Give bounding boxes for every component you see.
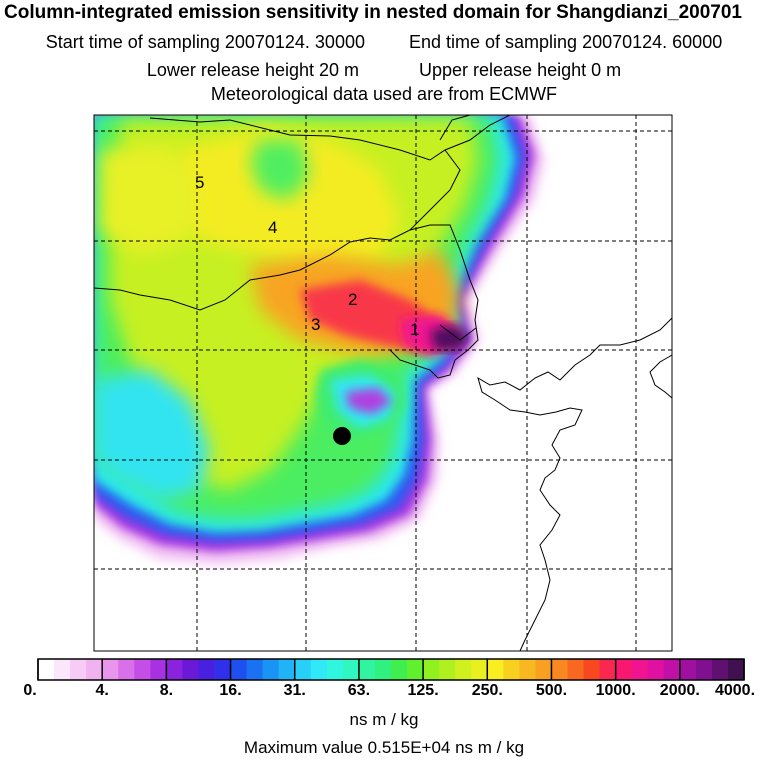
colorbar-swatch [198, 659, 216, 680]
colorbar-swatch [695, 659, 713, 680]
map-frame [93, 114, 673, 652]
colorbar-swatch [727, 659, 745, 680]
colorbar-tick-label: 31. [283, 682, 306, 699]
colorbar-swatch [150, 659, 167, 680]
colorbar-swatch [631, 659, 649, 680]
colorbar-tick-label: 0. [23, 682, 37, 699]
colorbar-swatch [326, 659, 344, 680]
border-line [439, 114, 471, 141]
colorbar-swatch [134, 659, 151, 680]
colorbar-swatch [294, 659, 312, 680]
cluster-label-1: 1 [410, 320, 419, 339]
colorbar-swatch [118, 659, 135, 680]
colorbar-swatch [166, 659, 184, 680]
receptor-station-marker [333, 427, 351, 445]
colorbar-tick-label: 16. [219, 682, 242, 699]
colorbar-tick-label: 1000. [595, 682, 636, 699]
colorbar-swatch [423, 659, 440, 680]
colorbar-tick-label: 8. [159, 682, 174, 699]
end-time-label: End time of sampling 20070124. 60000 [408, 32, 723, 52]
coastline-korea [477, 317, 673, 652]
graticule [94, 115, 672, 651]
upper-release-label: Upper release height 0 m [419, 60, 622, 80]
colorbar-swatch [342, 659, 360, 680]
map-title: Column-integrated emission sensitivity i… [4, 2, 743, 23]
colorbar-tick-label: 4. [95, 682, 109, 699]
border-line [149, 114, 511, 161]
border-line [389, 224, 479, 379]
colorbar-tick-label: 250. [471, 682, 503, 699]
met-data-note: Meteorological data used are from ECMWF [210, 84, 558, 104]
colorbar-swatch [503, 659, 520, 680]
cluster-label-3: 3 [311, 315, 320, 334]
colorbar-swatch [487, 659, 504, 680]
colorbar-swatch [663, 659, 681, 680]
field-cyan-left [94, 370, 210, 500]
colorbar-swatch [182, 659, 200, 680]
cluster-label-4: 4 [268, 218, 277, 237]
coastline-east [649, 354, 673, 399]
colorbar-swatch [54, 659, 71, 680]
colorbar-swatch [439, 659, 456, 680]
cluster-labels: 5 4 2 3 1 [195, 173, 419, 339]
field-swirl-purple [345, 388, 392, 414]
start-time-label: Start time of sampling 20070124. 30000 [45, 32, 365, 52]
colorbar-swatch [262, 659, 280, 680]
colorbar-swatch [310, 659, 328, 680]
colorbar-swatch [599, 659, 617, 680]
sampling-times: Start time of sampling 20070124. 30000 En… [0, 32, 768, 53]
colorbar-swatch [246, 659, 264, 680]
colorbar-swatch [102, 659, 119, 680]
colorbar-frame [37, 658, 745, 681]
colorbar [37, 658, 745, 681]
colorbar-tick-label: 2000. [659, 682, 700, 699]
colorbar-swatch [391, 659, 408, 680]
cluster-label-2: 2 [348, 290, 357, 309]
border-line [439, 324, 477, 341]
colorbar-swatch [567, 659, 585, 680]
colorbar-unit: ns m / kg [349, 710, 419, 729]
colorbar-tick-label: 500. [535, 682, 568, 699]
field-yellow-left [100, 145, 200, 255]
colorbar-swatch [647, 659, 665, 680]
colorbar-tick-label: 63. [347, 682, 371, 699]
colorbar-swatch [471, 659, 488, 680]
colorbar-tick-label: 125. [407, 682, 439, 699]
coastlines [93, 114, 673, 652]
maximum-value: Maximum value 0.515E+04 ns m / kg [243, 738, 525, 757]
colorbar-swatch [374, 659, 392, 680]
border-line [93, 149, 461, 311]
field-yellow-upper [170, 130, 400, 270]
colorbar-swatch [711, 659, 729, 680]
lower-release-label: Lower release height 20 m [146, 60, 359, 80]
colorbar-swatch [38, 659, 55, 680]
colorbar-swatch [407, 659, 424, 680]
colorbar-swatch [535, 659, 553, 680]
colorbar-swatch [679, 659, 697, 680]
colorbar-swatch [358, 659, 376, 680]
field-maximum [430, 325, 470, 350]
field-green-blob [250, 140, 310, 200]
colorbar-swatch [583, 659, 601, 680]
sensitivity-field [94, 115, 545, 565]
colorbar-swatch [455, 659, 472, 680]
colorbar-swatch [86, 659, 103, 680]
colorbar-swatch [214, 659, 232, 680]
colorbar-swatch [615, 659, 633, 680]
colorbar-swatch [230, 659, 248, 680]
colorbar-swatch [278, 659, 296, 680]
colorbar-swatch [519, 659, 537, 680]
colorbar-swatch [551, 659, 569, 680]
cluster-label-5: 5 [195, 173, 204, 192]
release-heights: Lower release height 20 m Upper release h… [0, 60, 768, 81]
colorbar-swatch [70, 659, 87, 680]
colorbar-tick-label: 4000. [714, 682, 756, 699]
